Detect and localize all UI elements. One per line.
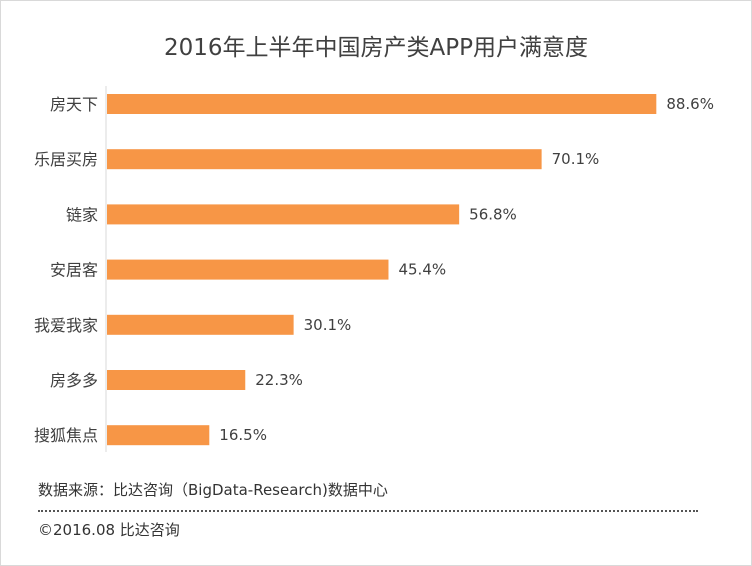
category-label: 安居客 xyxy=(50,261,98,280)
value-label: 56.8% xyxy=(469,205,517,223)
bar-chart: 房天下 88.6% 乐居买房 70.1% 链家 56.8% 安居客 45.4% 我爱我家 30.1… xyxy=(34,86,714,452)
value-label: 30.1% xyxy=(304,316,352,334)
value-label: 16.5% xyxy=(219,426,267,444)
bar xyxy=(107,425,210,446)
bar xyxy=(107,149,542,170)
bar xyxy=(107,370,246,390)
category-label: 房天下 xyxy=(50,95,98,114)
value-label: 88.6% xyxy=(666,95,714,113)
value-label: 22.3% xyxy=(255,371,303,389)
bar xyxy=(107,94,657,114)
source-note: 数据来源：比达咨询（BigData-Research)数据中心 xyxy=(38,481,388,499)
category-label: 搜狐焦点 xyxy=(34,426,98,445)
category-label: 房多多 xyxy=(50,371,98,390)
value-label: 45.4% xyxy=(398,261,446,279)
category-label: 链家 xyxy=(66,205,98,224)
bars-group: 房天下 88.6% 乐居买房 70.1% 链家 56.8% 安居客 45.4% 我爱我家 30.1… xyxy=(34,94,714,446)
bar xyxy=(107,259,389,280)
category-label: 我爱我家 xyxy=(34,316,98,335)
dotted-divider xyxy=(38,510,698,512)
category-label: 乐居买房 xyxy=(34,150,98,169)
bar xyxy=(107,204,460,225)
copyright-note: ©2016.08 比达咨询 xyxy=(38,521,180,539)
value-label: 70.1% xyxy=(552,150,600,168)
chart-title: 2016年上半年中国房产类APP用户满意度 xyxy=(163,35,588,61)
bar xyxy=(107,314,294,335)
